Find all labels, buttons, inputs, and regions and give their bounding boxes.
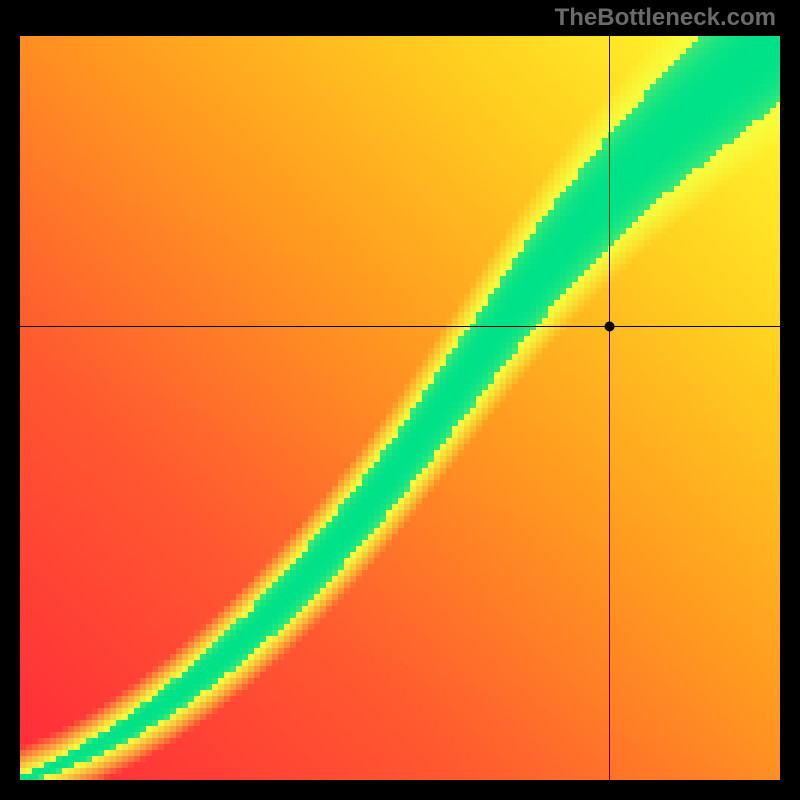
heatmap-canvas (20, 36, 780, 780)
watermark-text: TheBottleneck.com (555, 4, 776, 32)
bottleneck-heatmap (20, 36, 780, 780)
chart-container: TheBottleneck.com (0, 0, 800, 800)
